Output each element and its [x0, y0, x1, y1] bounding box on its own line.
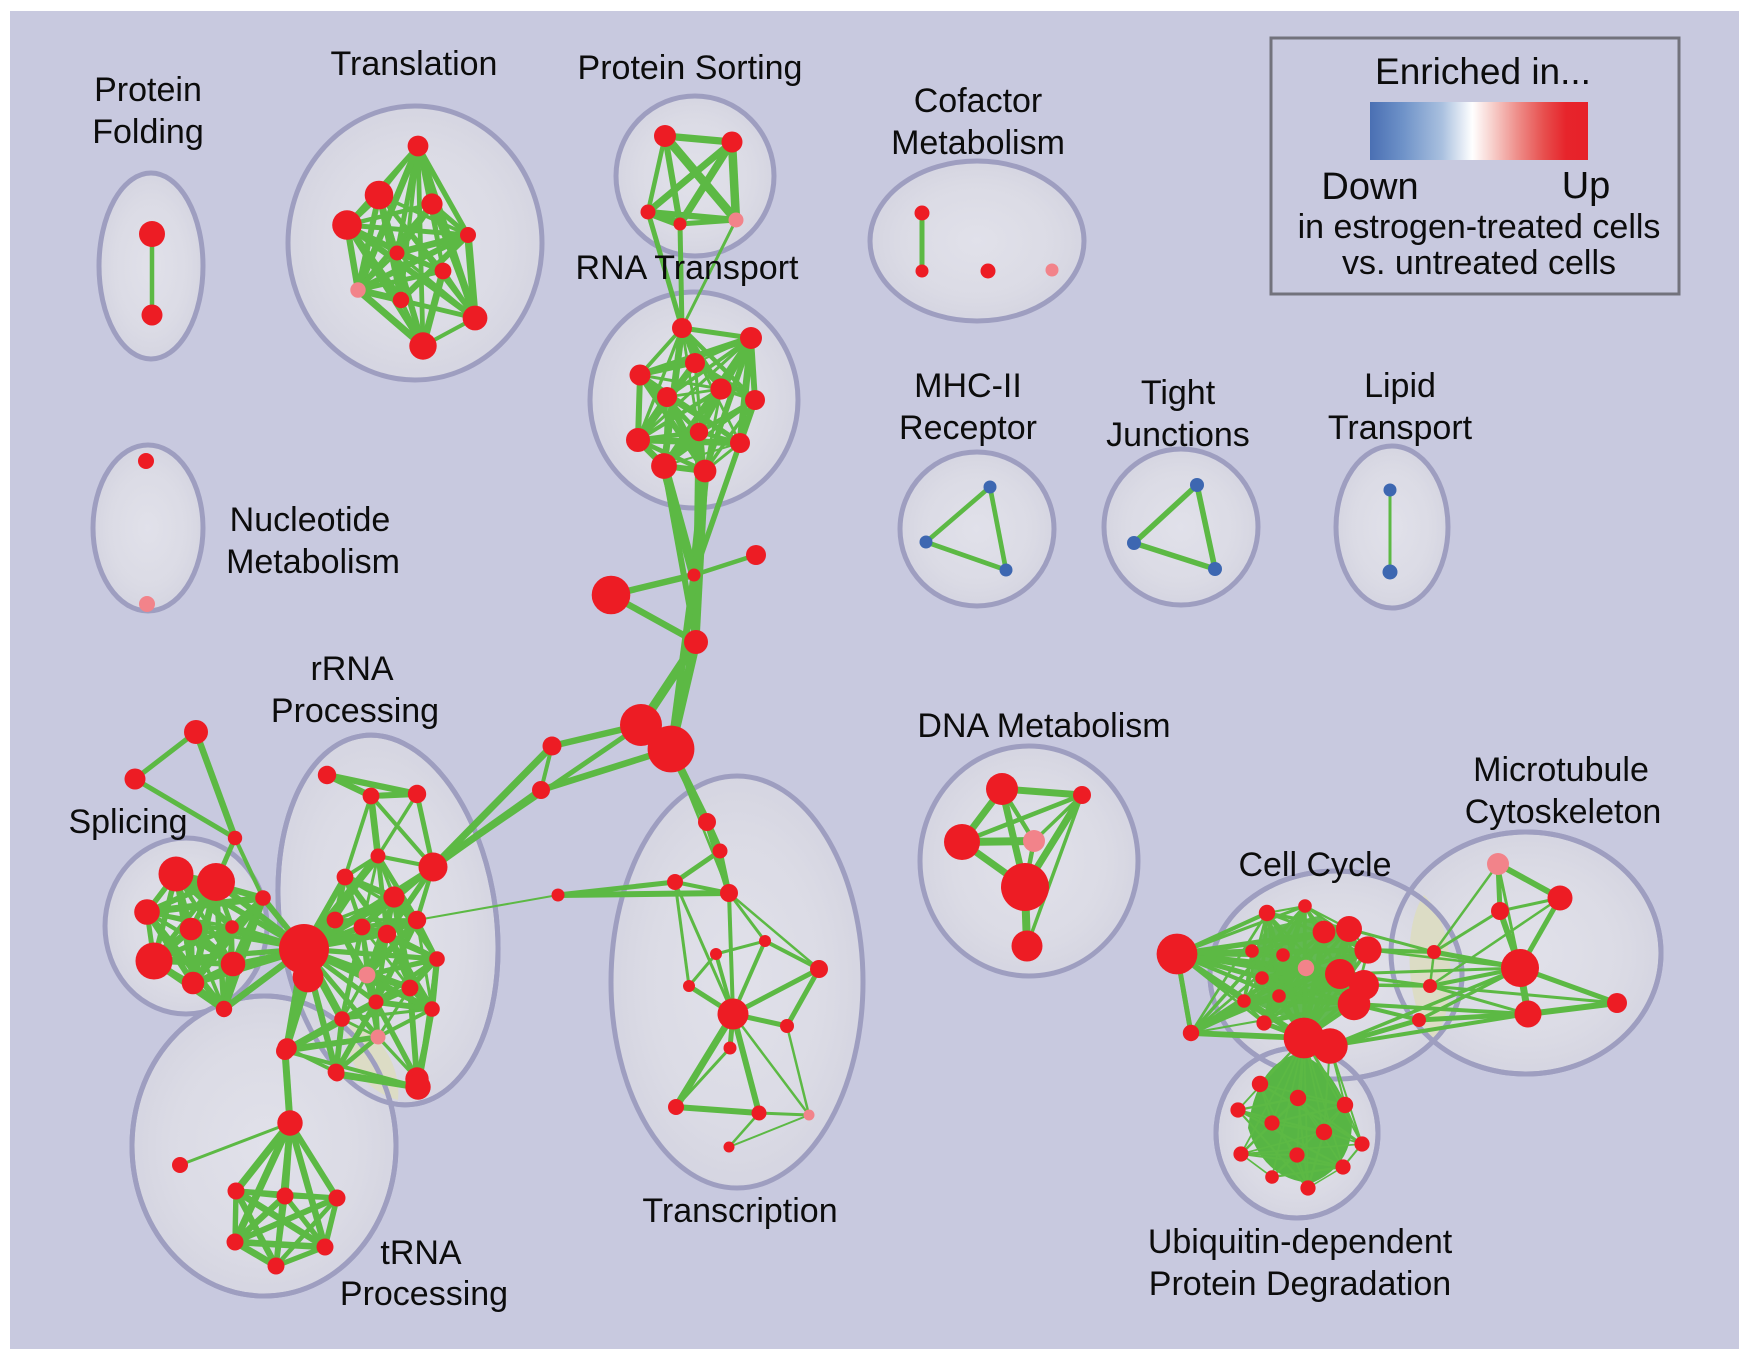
svg-text:Down: Down: [1321, 166, 1418, 208]
svg-text:Protein Degradation: Protein Degradation: [1149, 1265, 1451, 1303]
svg-text:Protein: Protein: [94, 71, 202, 109]
svg-text:vs. untreated cells: vs. untreated cells: [1342, 244, 1616, 282]
svg-text:Nucleotide: Nucleotide: [230, 501, 391, 539]
svg-text:Transcription: Transcription: [642, 1192, 837, 1230]
svg-text:Protein Sorting: Protein Sorting: [578, 49, 803, 87]
svg-text:tRNA: tRNA: [380, 1234, 462, 1272]
svg-text:Ubiquitin-dependent: Ubiquitin-dependent: [1148, 1223, 1453, 1261]
svg-text:Folding: Folding: [92, 113, 204, 151]
svg-text:Splicing: Splicing: [68, 803, 187, 841]
svg-text:Tight: Tight: [1141, 374, 1216, 412]
svg-text:Microtubule: Microtubule: [1473, 751, 1649, 789]
svg-text:Processing: Processing: [271, 692, 439, 730]
svg-text:Lipid: Lipid: [1364, 367, 1436, 405]
svg-text:MHC-II: MHC-II: [914, 367, 1022, 405]
svg-text:rRNA: rRNA: [310, 650, 393, 688]
svg-text:Junctions: Junctions: [1106, 416, 1250, 454]
svg-text:Up: Up: [1562, 165, 1611, 207]
svg-text:DNA Metabolism: DNA Metabolism: [917, 707, 1170, 745]
svg-text:Cofactor: Cofactor: [914, 82, 1043, 120]
svg-text:Transport: Transport: [1328, 409, 1473, 447]
svg-text:Translation: Translation: [331, 45, 498, 83]
svg-text:in estrogen-treated cells: in estrogen-treated cells: [1298, 208, 1661, 246]
svg-text:Receptor: Receptor: [899, 409, 1037, 447]
svg-text:RNA Transport: RNA Transport: [576, 249, 800, 287]
svg-text:Metabolism: Metabolism: [891, 124, 1065, 162]
svg-text:Cell Cycle: Cell Cycle: [1238, 846, 1391, 884]
svg-text:Cytoskeleton: Cytoskeleton: [1465, 793, 1662, 831]
svg-text:Metabolism: Metabolism: [226, 543, 400, 581]
svg-text:Processing: Processing: [340, 1275, 508, 1313]
svg-text:Enriched in...: Enriched in...: [1375, 51, 1591, 92]
